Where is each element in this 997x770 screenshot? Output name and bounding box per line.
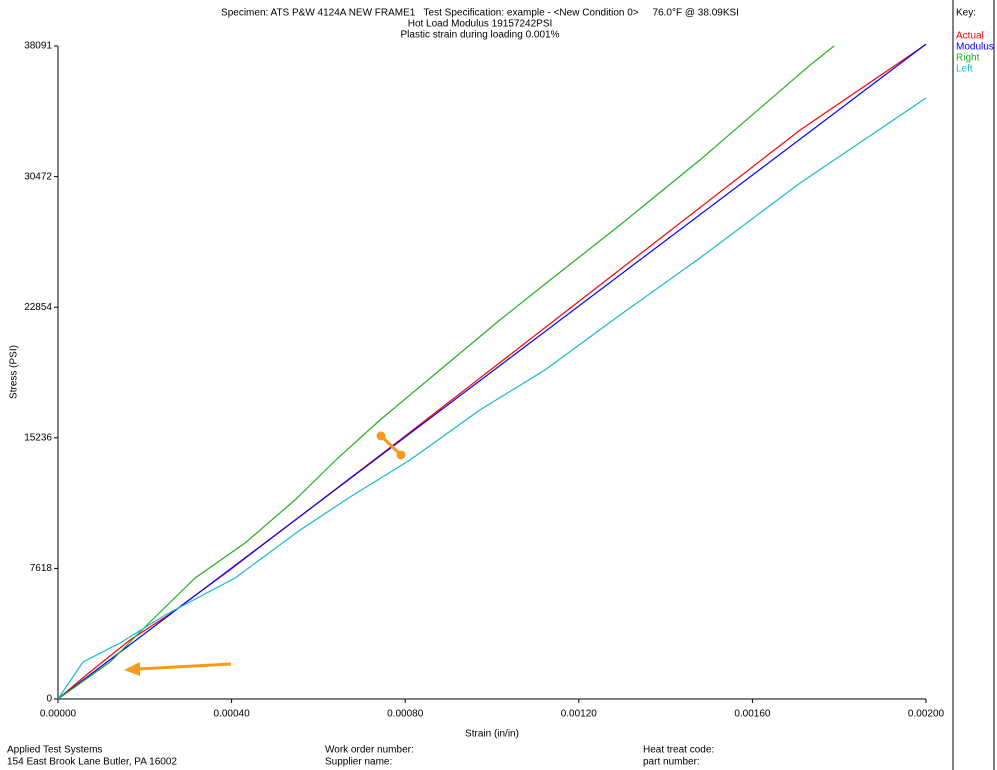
y-tick-label: 30472 <box>24 171 52 182</box>
marker-dot <box>376 431 386 441</box>
legend-entry: Left <box>956 64 973 75</box>
x-tick-label: 0.00000 <box>40 709 77 720</box>
y-tick-label: 7618 <box>30 563 53 574</box>
y-tick-label: 38091 <box>24 41 52 52</box>
x-tick-label: 0.00200 <box>908 709 945 720</box>
annotation-arrow <box>124 662 232 676</box>
y-tick-label: 0 <box>46 694 52 705</box>
x-axis-label: Strain (in/in) <box>465 729 519 740</box>
legend-entry: Modulus <box>956 42 994 53</box>
data-line <box>57 45 835 700</box>
legend-entry: Right <box>956 53 980 64</box>
footer-text: 154 East Brook Lane Butler, PA 16002 <box>7 757 177 768</box>
marker-dot <box>396 450 406 460</box>
marker-line <box>379 434 403 457</box>
footer-text: part number: <box>643 757 700 768</box>
chart-title: Specimen: ATS P&W 4124A NEW FRAME1 Test … <box>221 8 739 19</box>
data-line <box>57 97 927 700</box>
y-axis-label: Stress (PSI) <box>9 345 20 399</box>
legend-title: Key: <box>956 8 976 19</box>
annotation-marker <box>376 431 406 460</box>
x-tick-label: 0.00120 <box>561 709 598 720</box>
x-tick-label: 0.00080 <box>387 709 424 720</box>
footer-text: Applied Test Systems <box>7 745 102 756</box>
arrow-head <box>124 662 140 676</box>
x-tick-label: 0.00040 <box>214 709 251 720</box>
data-line <box>57 43 927 700</box>
footer-text: Supplier name: <box>325 757 392 768</box>
footer-text: Work order number: <box>325 745 414 756</box>
chart-subtitle: Plastic strain during loading 0.001% <box>401 30 560 41</box>
arrow-shaft <box>137 662 232 671</box>
y-tick-label: 15236 <box>24 432 52 443</box>
plot-area <box>57 43 927 700</box>
footer-text: Heat treat code: <box>643 745 714 756</box>
chart-subtitle: Hot Load Modulus 19157242PSI <box>408 19 553 30</box>
legend-entry: Actual <box>956 31 984 42</box>
x-tick-label: 0.00160 <box>734 709 771 720</box>
y-tick-label: 22854 <box>24 302 52 313</box>
